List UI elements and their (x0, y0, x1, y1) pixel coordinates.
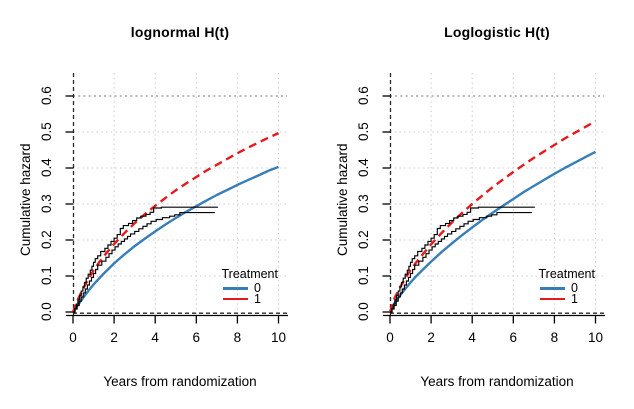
x-tick-label: 0 (69, 330, 77, 345)
x-axis-label: Years from randomization (420, 374, 574, 389)
x-tick-label: 10 (270, 330, 287, 345)
x-tick-label: 6 (192, 330, 201, 345)
legend-row-treatment0: 0 (73, 281, 278, 296)
legend-line-treatment1 (223, 297, 248, 300)
legend: Treatment 0 1 (390, 267, 595, 306)
y-axis-label: Cumulative hazard (18, 143, 33, 257)
plot-svg-0 (65, 73, 288, 324)
y-tick-label: 0.6 (356, 86, 371, 106)
legend-label-treatment0: 0 (571, 281, 578, 296)
legend-line-treatment0 (223, 287, 248, 290)
x-tick-label: 8 (550, 330, 559, 345)
legend-line-treatment0 (540, 287, 565, 290)
panel-title: Loglogistic H(t) (444, 24, 550, 40)
legend-label-treatment1: 1 (254, 291, 261, 306)
legend-row-treatment1: 1 (73, 291, 278, 306)
legend-label-treatment1: 1 (571, 291, 578, 306)
y-axis-label: Cumulative hazard (335, 143, 350, 257)
legend-line-treatment1 (540, 297, 565, 300)
legend-title: Treatment (221, 267, 278, 281)
legend-title: Treatment (538, 267, 595, 281)
legend-row-treatment1: 1 (390, 291, 595, 306)
x-tick-label: 0 (386, 330, 394, 345)
plot-svg-1 (382, 73, 605, 324)
x-tick-label: 8 (233, 330, 242, 345)
x-tick-label: 4 (151, 330, 159, 345)
x-tick-label: 2 (110, 330, 118, 345)
x-axis-label: Years from randomization (103, 374, 257, 389)
x-tick-label: 2 (427, 330, 435, 345)
legend-row-treatment0: 0 (390, 281, 595, 296)
panel-lognormal: lognormal H(t) Cumulative hazard Years f… (18, 24, 288, 389)
x-tick-label: 4 (468, 330, 476, 345)
x-tick-label: 6 (509, 330, 518, 345)
x-tick-label: 10 (587, 330, 604, 345)
legend-label-treatment0: 0 (254, 281, 261, 296)
panel-loglogistic: Loglogistic H(t) Cumulative hazard Years… (317, 0, 634, 409)
y-tick-label: 0.6 (39, 86, 54, 106)
panel-title: lognormal H(t) (130, 24, 230, 40)
legend: Treatment 0 1 (73, 267, 278, 306)
